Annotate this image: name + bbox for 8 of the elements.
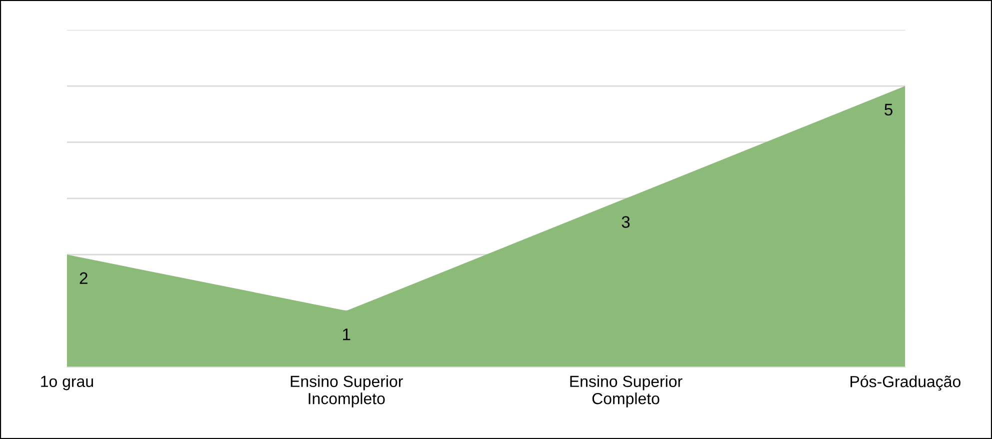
data-label: 3 bbox=[622, 216, 630, 228]
data-label: 1 bbox=[343, 328, 350, 340]
data-label: 2 bbox=[80, 272, 88, 284]
x-tick-label: Ensino Superior Completo bbox=[570, 375, 682, 408]
x-tick-label: Pós-Graduação bbox=[850, 375, 960, 390]
x-tick-label: 1o grau bbox=[41, 376, 93, 390]
data-label: 5 bbox=[884, 104, 892, 116]
x-tick-label: Ensino Superior Incompleto bbox=[290, 375, 403, 408]
